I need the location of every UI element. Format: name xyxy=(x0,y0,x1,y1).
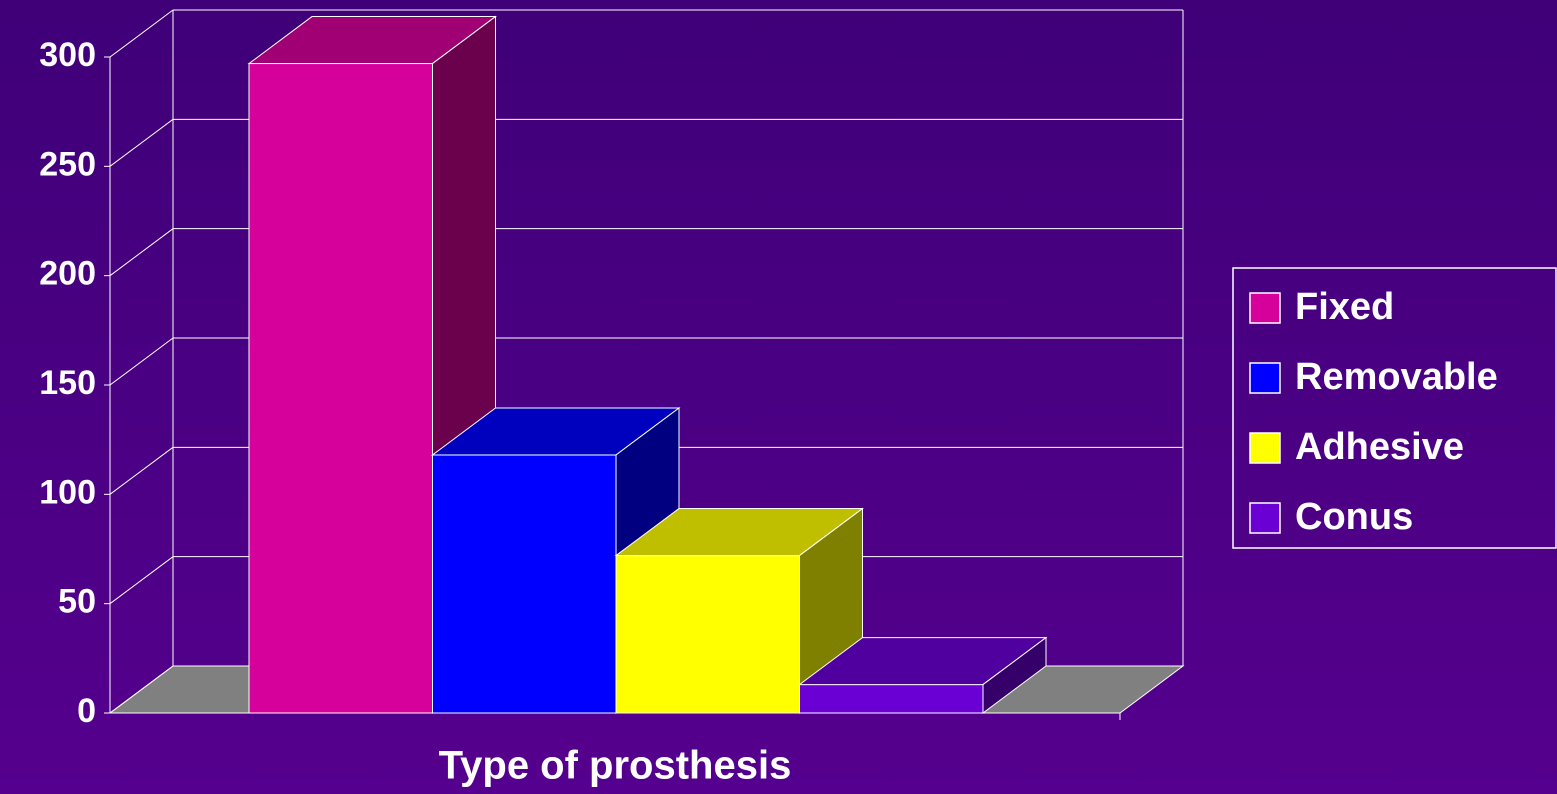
legend-label: Adhesive xyxy=(1295,426,1464,468)
legend-swatch xyxy=(1249,432,1281,464)
grid-line xyxy=(109,665,174,714)
y-tick-label: 0 xyxy=(77,692,96,730)
grid-line xyxy=(109,228,174,277)
bar-front xyxy=(432,454,617,714)
y-tick-label: 100 xyxy=(39,473,96,511)
legend-label: Conus xyxy=(1295,496,1413,538)
legend-swatch xyxy=(1249,502,1281,534)
grid-line xyxy=(109,446,174,495)
y-tick-label: 150 xyxy=(39,364,96,402)
grid-line xyxy=(109,118,174,167)
legend-box xyxy=(1232,267,1557,549)
bar-side xyxy=(982,636,1047,714)
x-axis-label: Type of prosthesis xyxy=(439,744,792,788)
bar-front xyxy=(799,684,984,714)
y-tick-label: 300 xyxy=(39,36,96,74)
legend-swatch xyxy=(1249,292,1281,324)
legend-label: Fixed xyxy=(1295,286,1394,328)
legend-label: Removable xyxy=(1295,356,1498,398)
grid-line xyxy=(109,9,174,58)
bar-front xyxy=(615,555,800,714)
y-tick-label: 250 xyxy=(39,145,96,183)
legend-swatch xyxy=(1249,362,1281,394)
grid-line xyxy=(109,337,174,386)
bar-front xyxy=(248,63,433,714)
y-tick-label: 50 xyxy=(58,583,96,621)
y-tick-label: 200 xyxy=(39,255,96,293)
grid-line xyxy=(109,556,174,605)
